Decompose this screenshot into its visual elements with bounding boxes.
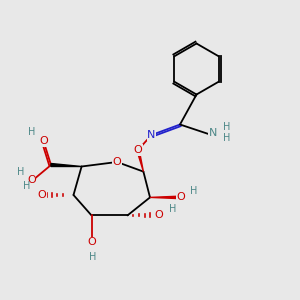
Text: H: H	[17, 167, 24, 177]
Text: O: O	[39, 136, 48, 146]
Text: H: H	[23, 181, 31, 191]
Text: O: O	[112, 157, 122, 167]
Polygon shape	[150, 196, 178, 199]
Text: H: H	[224, 122, 231, 132]
Text: O: O	[38, 190, 46, 200]
Text: N: N	[147, 130, 156, 140]
Text: H: H	[169, 204, 176, 214]
Polygon shape	[137, 150, 143, 172]
Text: O: O	[176, 192, 185, 203]
Text: O: O	[87, 237, 96, 248]
Text: O: O	[134, 145, 142, 155]
Text: H: H	[190, 186, 198, 197]
Text: H: H	[224, 133, 231, 143]
Text: O: O	[27, 175, 36, 185]
Text: H: H	[28, 127, 36, 137]
Text: H: H	[89, 251, 97, 262]
Polygon shape	[51, 164, 82, 166]
Text: N: N	[209, 128, 217, 139]
Text: O: O	[154, 210, 163, 220]
